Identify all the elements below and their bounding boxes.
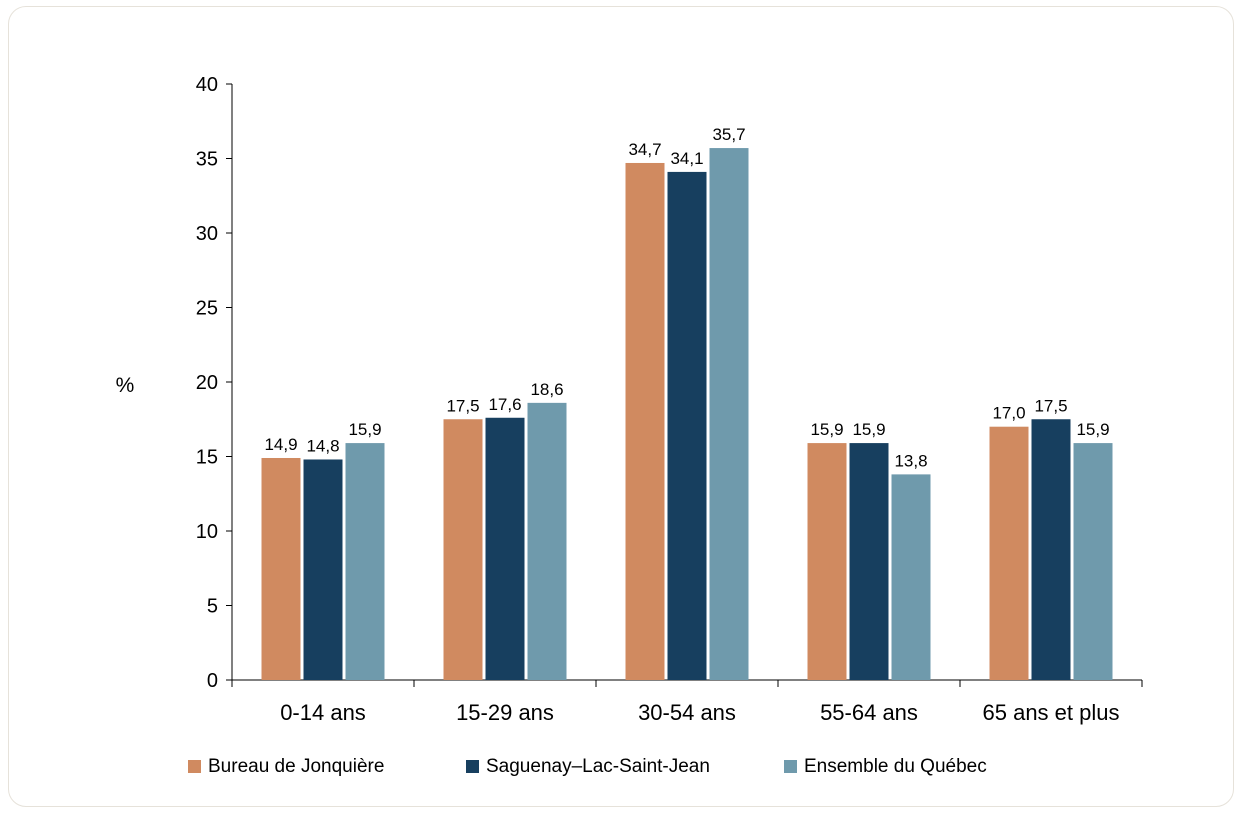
x-tick-label: 15-29 ans — [456, 700, 554, 725]
y-tick-label: 35 — [196, 149, 218, 171]
y-tick-label: 25 — [196, 298, 218, 320]
bar-3 — [527, 402, 567, 680]
x-tick-label: 0-14 ans — [280, 700, 366, 725]
data-label: 34,1 — [670, 149, 703, 168]
bar-2 — [303, 459, 343, 680]
data-label: 17,0 — [992, 404, 1025, 423]
x-tick-label: 65 ans et plus — [983, 700, 1120, 725]
bar-3 — [1073, 443, 1113, 680]
data-label: 35,7 — [712, 125, 745, 144]
y-tick-label: 30 — [196, 223, 218, 245]
bar-2 — [667, 171, 707, 680]
bar-1 — [989, 426, 1029, 680]
y-tick-label: 20 — [196, 372, 218, 394]
data-label: 17,5 — [446, 396, 479, 415]
data-label: 15,9 — [852, 420, 885, 439]
data-label: 34,7 — [628, 140, 661, 159]
data-label: 15,9 — [810, 420, 843, 439]
bar-1 — [261, 457, 301, 680]
legend-label: Ensemble du Québec — [804, 756, 987, 777]
bar-2 — [849, 443, 889, 680]
chart-frame — [8, 6, 1234, 807]
y-tick-label: 15 — [196, 447, 218, 469]
y-tick-label: 40 — [196, 74, 218, 96]
legend-label: Saguenay–Lac-Saint-Jean — [486, 756, 710, 777]
bar-2 — [485, 417, 525, 680]
y-tick-label: 10 — [196, 521, 218, 543]
axes: 0 5 10 15 20 25 30 35 40 0-14 ans 15-29 ans 30-54 a… — [196, 74, 1143, 725]
y-tick-label: 0 — [207, 670, 218, 692]
data-label: 15,9 — [1076, 420, 1109, 439]
data-label: 14,8 — [306, 436, 339, 455]
data-label: 13,8 — [894, 451, 927, 470]
bar-3 — [709, 148, 749, 680]
data-label: 17,6 — [488, 395, 521, 414]
legend-swatch — [466, 760, 479, 773]
bar-3 — [891, 474, 931, 680]
x-tick-label: 30-54 ans — [638, 700, 736, 725]
bar-1 — [443, 419, 483, 680]
bar-2 — [1031, 419, 1071, 680]
data-label: 15,9 — [348, 420, 381, 439]
data-label: 17,5 — [1034, 396, 1067, 415]
bar-1 — [625, 162, 665, 681]
y-axis-label: % — [116, 374, 135, 397]
data-label: 14,9 — [264, 435, 297, 454]
bar-1 — [807, 443, 847, 680]
data-label: 18,6 — [530, 380, 563, 399]
legend-swatch — [188, 760, 201, 773]
y-tick-label: 5 — [207, 596, 218, 618]
legend-label: Bureau de Jonquière — [208, 756, 384, 777]
x-tick-label: 55-64 ans — [820, 700, 918, 725]
legend-swatch — [784, 760, 797, 773]
bars: 14,9 14,8 15,9 17,5 17,6 18,6 34,7 34,1 35,7 15,9… — [261, 125, 1113, 681]
legend: Bureau de Jonquière Saguenay–Lac-Saint-Je… — [188, 756, 987, 777]
bar-3 — [345, 443, 385, 680]
